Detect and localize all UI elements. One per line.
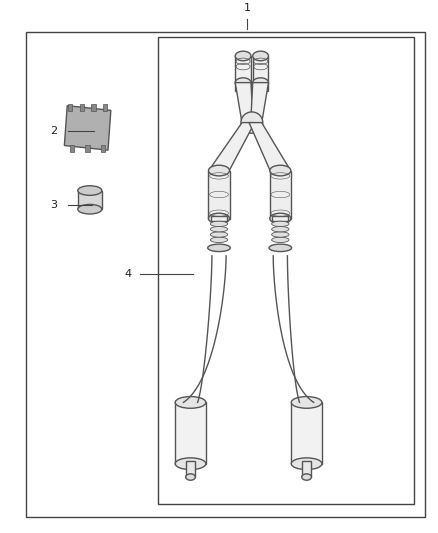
- Text: 3: 3: [50, 200, 57, 210]
- Ellipse shape: [210, 221, 228, 227]
- Text: 2: 2: [50, 126, 57, 135]
- Bar: [253, 83, 268, 91]
- Text: 1: 1: [244, 3, 251, 13]
- Bar: [291, 402, 322, 464]
- Ellipse shape: [241, 112, 263, 133]
- Bar: [211, 216, 227, 221]
- Ellipse shape: [253, 51, 268, 61]
- Polygon shape: [251, 83, 268, 123]
- Bar: [272, 216, 288, 221]
- Ellipse shape: [78, 204, 102, 214]
- Ellipse shape: [272, 227, 289, 232]
- Bar: [186, 461, 195, 477]
- Ellipse shape: [210, 227, 228, 232]
- Polygon shape: [249, 123, 290, 171]
- Bar: [68, 104, 72, 111]
- Ellipse shape: [208, 165, 230, 176]
- Ellipse shape: [208, 213, 230, 224]
- Bar: [253, 56, 268, 83]
- Ellipse shape: [210, 232, 228, 237]
- Ellipse shape: [302, 474, 311, 480]
- Bar: [302, 461, 311, 477]
- Ellipse shape: [235, 51, 251, 61]
- Bar: [175, 402, 206, 464]
- Bar: [91, 104, 95, 111]
- Ellipse shape: [270, 213, 291, 224]
- Polygon shape: [235, 83, 253, 123]
- Ellipse shape: [208, 244, 230, 252]
- Bar: [80, 104, 84, 111]
- Bar: [85, 145, 90, 151]
- Bar: [270, 171, 291, 219]
- Ellipse shape: [291, 397, 322, 408]
- Bar: [158, 37, 414, 504]
- Polygon shape: [209, 123, 254, 171]
- Ellipse shape: [186, 474, 195, 480]
- Ellipse shape: [210, 237, 228, 243]
- Ellipse shape: [270, 165, 291, 176]
- Bar: [235, 83, 251, 91]
- Ellipse shape: [253, 78, 268, 87]
- Bar: [64, 106, 111, 150]
- Ellipse shape: [291, 458, 322, 470]
- Bar: [235, 56, 251, 83]
- Bar: [78, 190, 102, 209]
- Ellipse shape: [235, 78, 251, 87]
- Ellipse shape: [175, 458, 206, 470]
- Bar: [101, 145, 105, 151]
- Text: 4: 4: [124, 270, 131, 279]
- Ellipse shape: [78, 186, 102, 196]
- Ellipse shape: [269, 244, 292, 252]
- Ellipse shape: [272, 237, 289, 243]
- Bar: [70, 145, 74, 151]
- Bar: [208, 171, 230, 219]
- Bar: [103, 104, 107, 111]
- Ellipse shape: [175, 397, 206, 408]
- Ellipse shape: [272, 232, 289, 237]
- Ellipse shape: [272, 221, 289, 227]
